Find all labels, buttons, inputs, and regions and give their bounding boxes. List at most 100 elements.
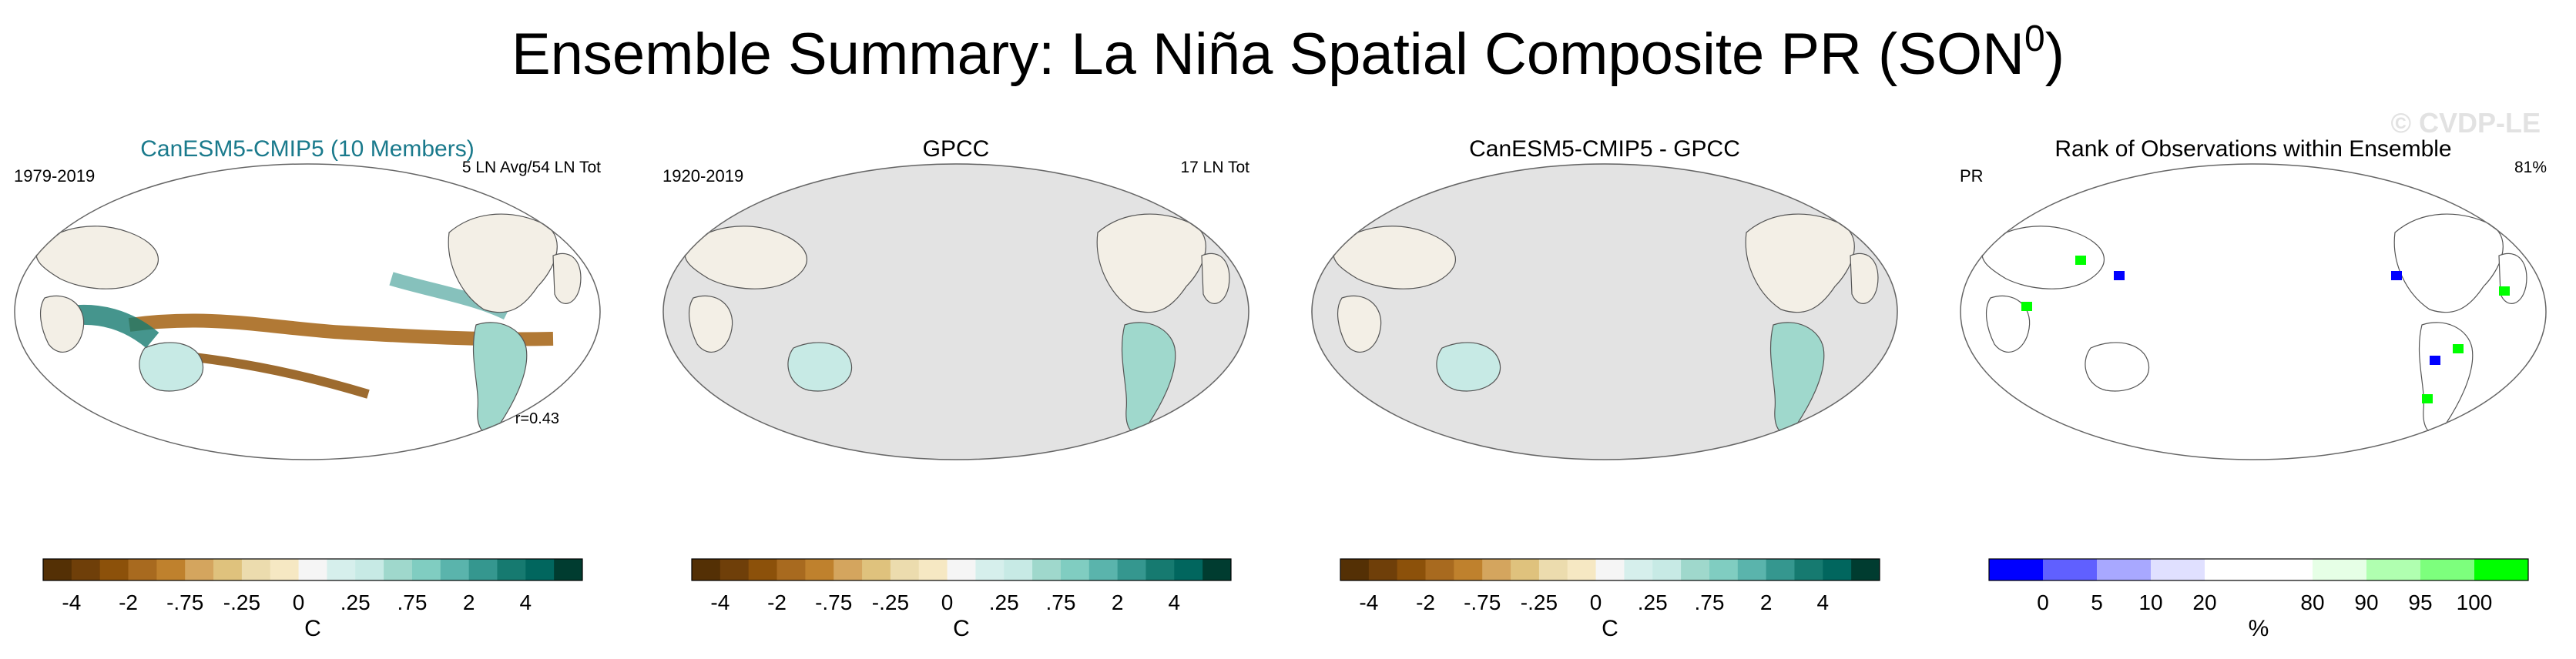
figure-title: Ensemble Summary: La Niña Spatial Compos… [512, 18, 2064, 87]
colorbar-cell [156, 559, 186, 580]
colorbar-unit: C [1602, 616, 1618, 641]
colorbar-tick-label: 0 [293, 590, 305, 614]
land [1986, 295, 2031, 353]
colorbar-cell [468, 559, 498, 580]
colorbar-frame [42, 558, 583, 581]
colorbar-cell [1368, 559, 1398, 580]
colorbar-tick-label: -4 [1359, 590, 1378, 614]
colorbar-cell [1681, 559, 1710, 580]
colorbar: -4 -2 -.75 -.25 0 .25 .75 2 4 C [1340, 558, 1880, 641]
colorbar-tick-label: .75 [397, 590, 427, 614]
colorbar-frame [1340, 558, 1880, 581]
panel-right-label: 5 LN Avg/54 LN Tot [462, 159, 601, 176]
colorbar-tick-label: -.75 [1464, 590, 1501, 614]
land [1769, 322, 1825, 433]
colorbar-cell [440, 559, 470, 580]
colorbar-cell [1060, 559, 1090, 580]
panel-left-label: 1979-2019 [14, 166, 95, 186]
colorbar-cell [2205, 559, 2259, 580]
colorbar-tick-label: 4 [520, 590, 532, 614]
colorbar-tick-label: 20 [2192, 590, 2216, 614]
colorbar-cell [1794, 559, 1823, 580]
land [787, 342, 853, 392]
colorbar-cell [1851, 559, 1880, 580]
colorbar-cell [748, 559, 778, 580]
colorbar-cell [2151, 559, 2205, 580]
colorbar-tick-label: -.25 [872, 590, 909, 614]
colorbar-cell [2043, 559, 2098, 580]
colorbar-cell [270, 559, 300, 580]
land [139, 342, 204, 392]
land [1337, 295, 1382, 353]
land [40, 295, 85, 353]
land [2393, 213, 2504, 313]
colorbar-frame [691, 558, 1232, 581]
colorbar-cell [497, 559, 526, 580]
colorbar-cell [947, 559, 976, 580]
colorbar-cell [1766, 559, 1795, 580]
land [1333, 226, 1456, 289]
colorbar-cell [1652, 559, 1682, 580]
ocean [1311, 163, 1898, 460]
map [1960, 163, 2547, 460]
land [1121, 322, 1176, 433]
colorbar-cell [1538, 559, 1568, 580]
land [2498, 253, 2527, 304]
colorbar-cell [99, 559, 129, 580]
panel-left-label: PR [1960, 166, 1984, 186]
panel-right-label: 17 LN Tot [1180, 159, 1249, 176]
colorbar-cell [2097, 559, 2152, 580]
rank-cell [2391, 271, 2402, 280]
map: r=0.43 [14, 163, 601, 460]
panel-4: Rank of Observations within Ensemble PR 81… [1960, 136, 2547, 641]
colorbar-tick-label: .75 [1694, 590, 1724, 614]
colorbar: 0 5 10 20 80 90 95 100% [1988, 558, 2529, 641]
land [1096, 213, 1206, 313]
colorbar-cell [719, 559, 750, 580]
panel-title: Rank of Observations within Ensemble [2054, 136, 2451, 162]
land [1436, 342, 1501, 392]
colorbar-tick-label: 10 [2138, 590, 2162, 614]
colorbar-tick-label: -2 [1416, 590, 1435, 614]
colorbar-tick-label: .25 [1638, 590, 1668, 614]
colorbar-tick-label: 0 [941, 590, 954, 614]
map [662, 163, 1249, 460]
colorbar-tick-label: 80 [2300, 590, 2324, 614]
colorbar-cell [1174, 559, 1203, 580]
colorbar-tick-label: -4 [62, 590, 81, 614]
colorbar-cell [411, 559, 441, 580]
land [684, 226, 807, 289]
colorbar-cell [71, 559, 101, 580]
rank-cell [2422, 394, 2433, 403]
colorbar-cell [1397, 559, 1427, 580]
colorbar-tick-label: 4 [1817, 590, 1830, 614]
colorbar-cell [1595, 559, 1625, 580]
colorbar-cell [1004, 559, 1033, 580]
colorbar-cell [1340, 559, 1370, 580]
panel-1: CanESM5-CMIP5 (10 Members) 1979-2019 5 LN … [14, 136, 601, 641]
colorbar-cell [834, 559, 863, 580]
colorbar-cell [890, 559, 920, 580]
land [35, 226, 159, 289]
colorbar-cell [2366, 559, 2421, 580]
panel-2: GPCC 1920-2019 17 LN Tot -4 -2 -.75 -.25 0 .25 .7… [662, 136, 1249, 641]
land [2418, 322, 2474, 433]
map-field [1311, 163, 1898, 460]
colorbar-tick-label: .25 [340, 590, 371, 614]
watermark: © CVDP-LE [2390, 107, 2541, 139]
colorbar-tick-label: 0 [1590, 590, 1602, 614]
ocean [1960, 163, 2547, 460]
colorbar-tick-label: 90 [2354, 590, 2378, 614]
rank-cell [2499, 286, 2510, 296]
colorbar-unit: C [304, 616, 321, 641]
colorbar-cell [1088, 559, 1119, 580]
colorbar: -4 -2 -.75 -.25 0 .25 .75 2 4 C [691, 558, 1232, 641]
colorbar-cell [185, 559, 214, 580]
colorbar-tick-label: .25 [989, 590, 1019, 614]
panel-left-label: 1920-2019 [662, 166, 743, 186]
panel-corner-label: r=0.43 [515, 410, 559, 427]
land [448, 213, 558, 313]
colorbar-frame [1988, 558, 2529, 581]
colorbar-tick-label: 0 [2037, 590, 2049, 614]
map-border [14, 163, 601, 460]
